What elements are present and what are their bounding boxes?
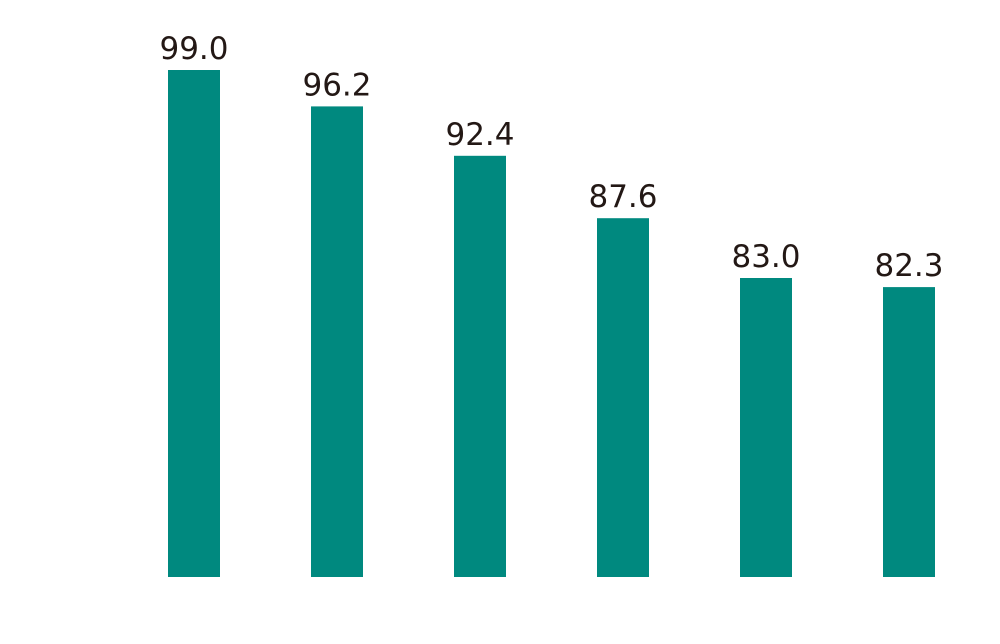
bar [168, 70, 220, 577]
value-label: 87.6 [588, 179, 657, 215]
bar [311, 106, 363, 578]
value-label: 99.0 [159, 31, 228, 67]
value-label: 83.0 [731, 239, 800, 275]
bar [454, 155, 506, 578]
value-label: 96.2 [302, 67, 371, 103]
bar [883, 287, 935, 577]
bar [597, 218, 649, 577]
bar [740, 278, 792, 577]
value-label: 92.4 [445, 117, 514, 153]
value-label: 82.3 [874, 248, 943, 284]
